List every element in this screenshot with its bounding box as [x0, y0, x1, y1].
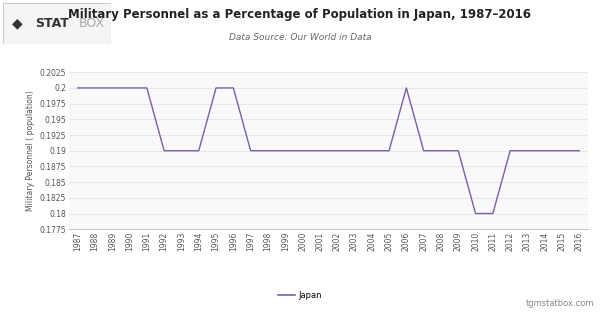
Legend: Japan: Japan	[275, 288, 325, 304]
Text: tgmstatbox.com: tgmstatbox.com	[526, 299, 594, 308]
Y-axis label: Military Personnel ( population): Military Personnel ( population)	[26, 90, 35, 211]
Text: Military Personnel as a Percentage of Population in Japan, 1987–2016: Military Personnel as a Percentage of Po…	[68, 8, 532, 21]
Text: ◆: ◆	[11, 17, 22, 30]
Text: BOX: BOX	[79, 17, 105, 30]
FancyBboxPatch shape	[3, 3, 111, 44]
Text: Data Source: Our World in Data: Data Source: Our World in Data	[229, 33, 371, 42]
Text: STAT: STAT	[35, 17, 69, 30]
